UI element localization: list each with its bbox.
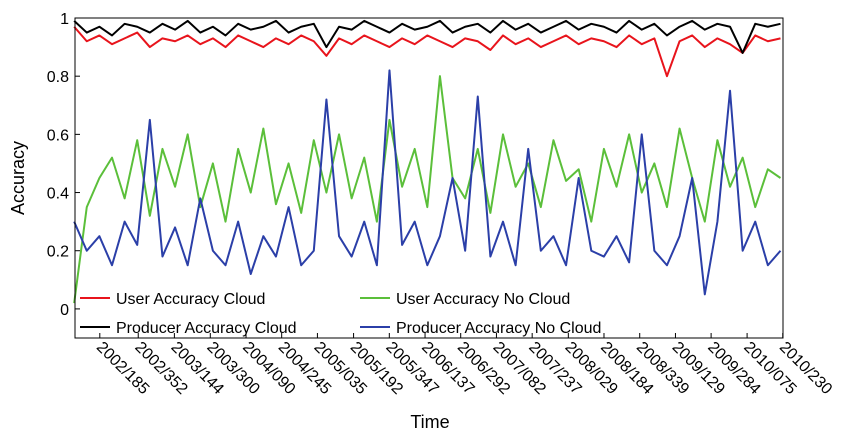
- legend-label: User Accuracy No Cloud: [396, 291, 570, 308]
- legend-label: Producer Accuracy Cloud: [116, 320, 297, 337]
- y-tick-label: 0.4: [47, 186, 69, 203]
- x-axis-label: Time: [410, 412, 449, 432]
- plot-frame: [74, 17, 784, 339]
- legend-label: User Accuracy Cloud: [116, 291, 265, 308]
- series-line: [73, 69, 782, 296]
- y-tick-label: 0.6: [47, 127, 69, 144]
- y-tick-label: 0.2: [47, 244, 69, 261]
- y-axis-label: Accuracy: [8, 141, 28, 215]
- y-tick-label: 0: [60, 302, 69, 319]
- legend-label: Producer Accuracy No Cloud: [396, 320, 601, 337]
- series-line: [73, 26, 781, 78]
- plot-area: [75, 18, 783, 338]
- series-line: [73, 75, 782, 304]
- y-tick-label: 0.8: [47, 69, 69, 86]
- y-tick-label: 1: [60, 11, 69, 28]
- series-line: [73, 19, 781, 54]
